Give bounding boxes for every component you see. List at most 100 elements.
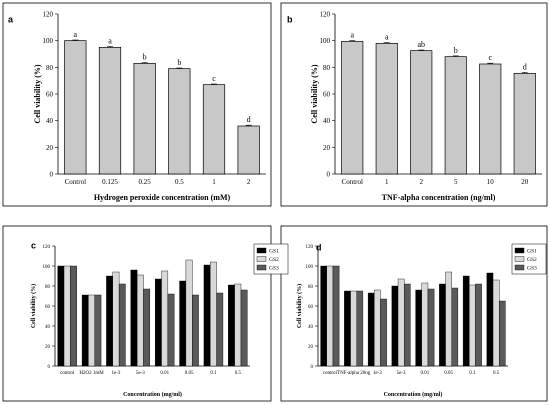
- panel-a-frame: [2, 2, 272, 207]
- panel-d-bar-gs1: [344, 290, 351, 367]
- panel-d-bar-gs1: [415, 289, 422, 367]
- panel-d-y-tick-label: 60: [308, 305, 314, 310]
- panel-b-y-tick-label: 20: [323, 144, 331, 152]
- panel-d-legend-label: GS3: [527, 266, 537, 272]
- panel-b-y-tick-label: 100: [320, 37, 331, 45]
- panel-c-category-label: 0.1: [210, 371, 217, 376]
- panel-c-legend-swatch: [256, 256, 267, 262]
- panel-d-y-tick-label: 120: [306, 245, 314, 250]
- panel-b-y-tick-label: 0: [327, 170, 331, 178]
- panel-d-y-tick-label: 40: [308, 325, 314, 330]
- panel-a-category-label: 0.25: [139, 178, 152, 186]
- panel-b-category-label: 20: [521, 178, 529, 186]
- panel-c-bar-gs2: [63, 265, 71, 367]
- panel-c-bar-gs1: [130, 269, 138, 367]
- panel-b-x-axis-label: TNF-alpha concentration (ng/ml): [382, 193, 496, 202]
- panel-b-significance-letter: a: [385, 33, 389, 42]
- panel-d-bar-gs2: [397, 278, 405, 367]
- panel-b-bar: [410, 50, 433, 175]
- panel-a-bar: [133, 62, 156, 175]
- panel-c-bar-gs3: [167, 293, 175, 367]
- panel-d-category-label: TNF-alpha 20ng: [337, 371, 371, 376]
- panel-c-category-label: control: [60, 371, 75, 376]
- panel-c-bar-gs2: [88, 294, 95, 367]
- panel-c-bar-gs3: [216, 292, 224, 367]
- panel-a-category-label: 0.125: [102, 178, 118, 186]
- panel-d-bar-gs1: [462, 275, 470, 367]
- panel-c-bar-gs2: [210, 261, 217, 367]
- panel-b-y-tick-label: 120: [320, 10, 331, 18]
- panel-c-bar-gs2: [136, 274, 144, 367]
- panel-d-x-axis-label: Concentration (mg/ml): [384, 391, 443, 398]
- panel-a-category-label: 2: [247, 178, 251, 186]
- panel-d-bar-gs1: [391, 285, 399, 367]
- panel-d-label: d: [316, 242, 322, 252]
- panel-d-category-label: 1e-3: [373, 371, 382, 376]
- panel-c-bar-gs3: [143, 288, 151, 367]
- panel-c-x-axis-label: Concentration (mg/ml): [123, 391, 182, 398]
- panel-c-category-label: 0.01: [160, 371, 169, 376]
- panel-c-bar-gs2: [112, 271, 120, 367]
- panel-a-significance-letter: c: [212, 74, 216, 83]
- panel-a-y-tick-label: 80: [46, 64, 54, 72]
- panel-b-significance-letter: c: [488, 53, 492, 62]
- panel-d-y-tick-label: 80: [308, 285, 314, 290]
- panel-c-legend-label: GS1: [269, 249, 279, 255]
- panel-c-category-label: 5e-3: [136, 371, 145, 376]
- panel-d-bar-gs3: [404, 283, 411, 367]
- panel-c-frame: [2, 225, 272, 402]
- panel-d-bar-gs3: [475, 283, 482, 367]
- panel-c-bar-gs2: [185, 259, 193, 367]
- panel-b-category-label: 1: [385, 178, 389, 186]
- panel-a-significance-letter: b: [177, 58, 181, 67]
- panel-b-y-tick-label: 40: [323, 117, 331, 125]
- panel-c-legend-swatch: [256, 264, 267, 271]
- panel-a-bar: [202, 84, 226, 175]
- panel-c-y-tick-label: 60: [45, 305, 51, 310]
- panel-d-bar-gs2: [350, 290, 357, 367]
- panel-d-bar-gs2: [421, 282, 429, 367]
- panel-c-legend-label: GS2: [269, 257, 279, 263]
- panel-d-legend-swatch: [514, 247, 525, 254]
- panel-a-y-tick-label: 120: [43, 10, 54, 18]
- panel-b-significance-letter: a: [350, 31, 354, 40]
- panel-b-y-tick-label: 80: [323, 64, 331, 72]
- panel-c-bar-gs1: [203, 264, 211, 367]
- panel-a-bar: [98, 46, 122, 175]
- panel-d-bar-gs3: [380, 298, 387, 367]
- panel-b-bar: [375, 42, 398, 175]
- panel-c-bar-gs1: [81, 294, 89, 367]
- panel-a-y-tick-label: 20: [46, 144, 54, 152]
- panel-c-bar-gs3: [70, 265, 77, 367]
- panel-d-bar-gs3: [427, 288, 435, 367]
- panel-a-y-tick-label: 100: [43, 37, 54, 45]
- panel-d-bar-gs1: [367, 292, 375, 367]
- panel-b-significance-letter: ab: [417, 40, 425, 49]
- panel-a-y-tick-label: 60: [46, 90, 54, 98]
- panel-a-significance-letter: d: [247, 115, 251, 124]
- panel-c-y-tick-label: 40: [45, 325, 51, 330]
- panel-a-category-label: 1: [212, 178, 216, 186]
- panel-b-label: b: [287, 14, 293, 24]
- panel-d-y-axis-label: Cell viability (%): [296, 284, 303, 328]
- panel-b-y-tick-label: 60: [323, 90, 331, 98]
- panel-a-bar: [168, 68, 191, 175]
- panel-b-frame: [280, 2, 548, 207]
- panel-d-category-label: 0.01: [421, 371, 430, 376]
- panel-a-label: a: [8, 14, 14, 24]
- panel-d-bar-gs1: [486, 272, 494, 367]
- panel-d-y-tick-label: 100: [306, 265, 314, 270]
- panel-a-significance-letter: a: [108, 36, 112, 45]
- panel-c-y-axis-label: Cell viability (%): [30, 284, 37, 328]
- panel-a-category-label: 0.5: [175, 178, 184, 186]
- panel-c-label: c: [31, 240, 36, 250]
- panel-c-category-label: 1e-3: [111, 371, 120, 376]
- panel-c-bar-gs3: [192, 294, 199, 367]
- panel-c-category-label: 0.05: [185, 371, 194, 376]
- panel-c-bar-gs2: [234, 283, 242, 367]
- panel-b-category-label: Control: [342, 178, 363, 186]
- panel-c-legend-label: GS3: [269, 266, 279, 272]
- panel-c-bar-gs1: [228, 284, 235, 367]
- panel-d-category-label: 0.5: [493, 371, 500, 376]
